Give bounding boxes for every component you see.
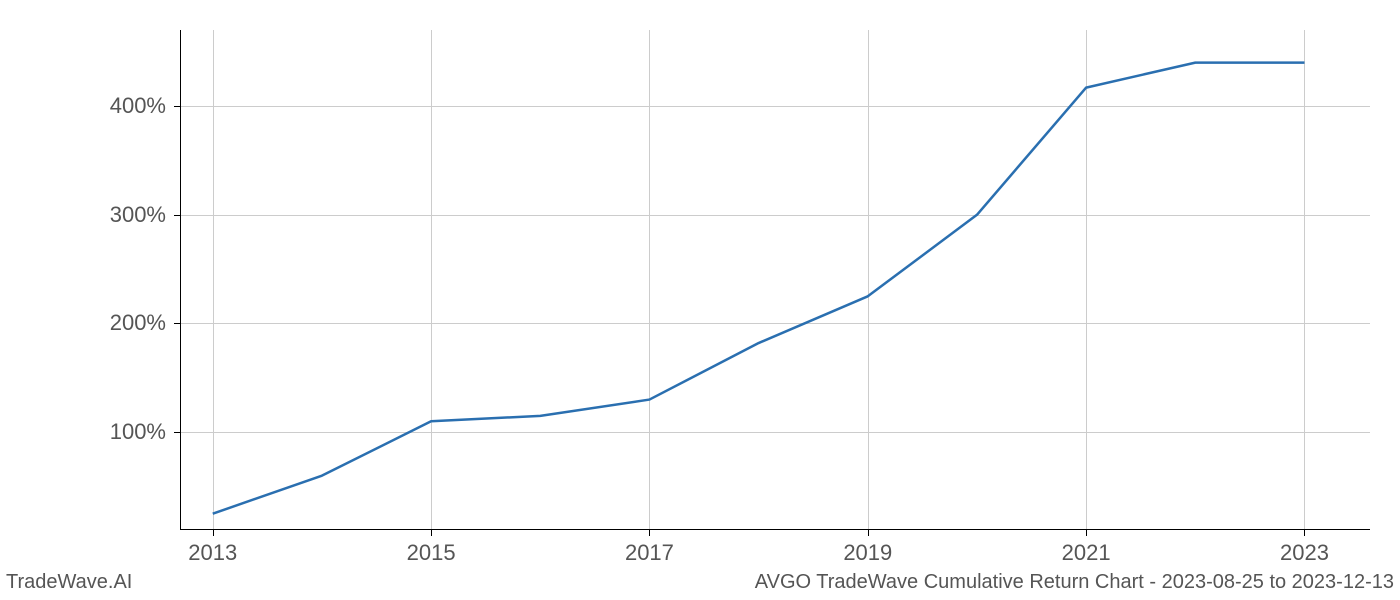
return-line (213, 63, 1305, 514)
footer-right-text: AVGO TradeWave Cumulative Return Chart -… (755, 571, 1394, 594)
x-tick (649, 530, 650, 536)
x-tick-label: 2023 (1280, 540, 1329, 566)
line-series-layer (180, 30, 1370, 530)
y-tick-label: 100% (110, 419, 166, 445)
x-tick-label: 2019 (843, 540, 892, 566)
x-tick (868, 530, 869, 536)
x-tick-label: 2015 (407, 540, 456, 566)
x-tick (213, 530, 214, 536)
x-tick-label: 2021 (1062, 540, 1111, 566)
chart-container: 201320152017201920212023100%200%300%400%… (0, 0, 1400, 600)
y-tick-label: 400% (110, 93, 166, 119)
x-tick-label: 2017 (625, 540, 674, 566)
plot-area: 201320152017201920212023100%200%300%400% (180, 30, 1370, 530)
y-tick-label: 200% (110, 310, 166, 336)
x-tick (431, 530, 432, 536)
x-tick-label: 2013 (188, 540, 237, 566)
footer-left-text: TradeWave.AI (6, 571, 132, 594)
x-tick (1086, 530, 1087, 536)
x-tick (1304, 530, 1305, 536)
y-tick-label: 300% (110, 202, 166, 228)
